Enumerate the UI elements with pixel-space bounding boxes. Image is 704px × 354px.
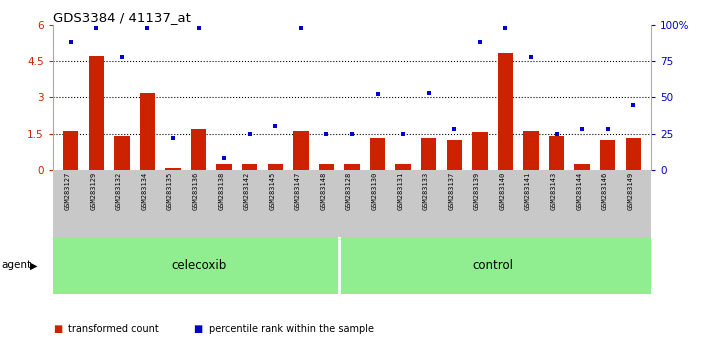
Point xyxy=(193,25,204,30)
Text: GSM283148: GSM283148 xyxy=(320,171,327,210)
Text: GSM283139: GSM283139 xyxy=(474,171,480,210)
Text: GSM283147: GSM283147 xyxy=(295,171,301,210)
Point xyxy=(91,25,102,30)
Point xyxy=(321,131,332,136)
Bar xyxy=(472,132,488,170)
Bar xyxy=(293,131,308,170)
Bar xyxy=(268,164,283,170)
Text: GSM283137: GSM283137 xyxy=(448,171,454,210)
Point xyxy=(628,102,639,107)
Text: GSM283142: GSM283142 xyxy=(244,171,250,210)
Bar xyxy=(165,167,181,170)
Text: GSM283130: GSM283130 xyxy=(372,171,377,210)
Bar xyxy=(114,136,130,170)
Point xyxy=(423,90,434,96)
Bar xyxy=(89,56,104,170)
Text: transformed count: transformed count xyxy=(68,324,159,334)
Bar xyxy=(574,164,590,170)
Text: GSM283146: GSM283146 xyxy=(602,171,608,210)
Point xyxy=(244,131,256,136)
Point xyxy=(295,25,306,30)
Text: GSM283145: GSM283145 xyxy=(270,171,275,210)
Point xyxy=(500,25,511,30)
Point xyxy=(525,54,536,59)
Text: GSM283135: GSM283135 xyxy=(167,171,173,210)
Point xyxy=(116,54,127,59)
Bar xyxy=(446,140,462,170)
Bar xyxy=(140,92,155,170)
Bar xyxy=(600,140,615,170)
Bar xyxy=(421,138,436,170)
Point xyxy=(346,131,358,136)
Text: GSM283144: GSM283144 xyxy=(576,171,582,210)
Bar xyxy=(216,164,232,170)
Text: GDS3384 / 41137_at: GDS3384 / 41137_at xyxy=(53,11,191,24)
Point xyxy=(602,126,613,132)
Bar xyxy=(523,131,539,170)
Text: GSM283138: GSM283138 xyxy=(218,171,224,210)
Bar xyxy=(344,164,360,170)
Point xyxy=(65,39,76,45)
Text: GSM283136: GSM283136 xyxy=(193,171,199,210)
Text: GSM283149: GSM283149 xyxy=(627,171,634,210)
Text: agent: agent xyxy=(1,261,32,270)
Point xyxy=(551,131,562,136)
Bar xyxy=(626,138,641,170)
Text: control: control xyxy=(472,259,513,272)
Text: ▶: ▶ xyxy=(30,261,37,270)
Bar xyxy=(191,129,206,170)
Bar xyxy=(319,164,334,170)
Text: GSM283132: GSM283132 xyxy=(116,171,122,210)
Text: GSM283133: GSM283133 xyxy=(422,171,429,210)
Text: GSM283128: GSM283128 xyxy=(346,171,352,210)
Text: percentile rank within the sample: percentile rank within the sample xyxy=(209,324,374,334)
Text: GSM283129: GSM283129 xyxy=(90,171,96,210)
Point xyxy=(577,126,588,132)
Text: GSM283127: GSM283127 xyxy=(65,171,70,210)
Text: GSM283131: GSM283131 xyxy=(397,171,403,210)
Bar xyxy=(396,164,411,170)
Bar xyxy=(63,131,78,170)
Point xyxy=(448,126,460,132)
Bar xyxy=(549,136,564,170)
Point xyxy=(142,25,153,30)
Point xyxy=(218,155,230,161)
Bar xyxy=(242,164,258,170)
Text: GSM283140: GSM283140 xyxy=(499,171,505,210)
Text: ■: ■ xyxy=(53,324,62,334)
Text: celecoxib: celecoxib xyxy=(171,259,226,272)
Bar xyxy=(370,138,385,170)
Text: ■: ■ xyxy=(194,324,203,334)
Bar xyxy=(498,53,513,170)
Point xyxy=(168,135,179,141)
Point xyxy=(270,124,281,129)
Text: GSM283143: GSM283143 xyxy=(551,171,557,210)
Text: GSM283141: GSM283141 xyxy=(525,171,531,210)
Point xyxy=(372,92,383,97)
Text: GSM283134: GSM283134 xyxy=(142,171,147,210)
Point xyxy=(474,39,486,45)
Point xyxy=(398,131,409,136)
